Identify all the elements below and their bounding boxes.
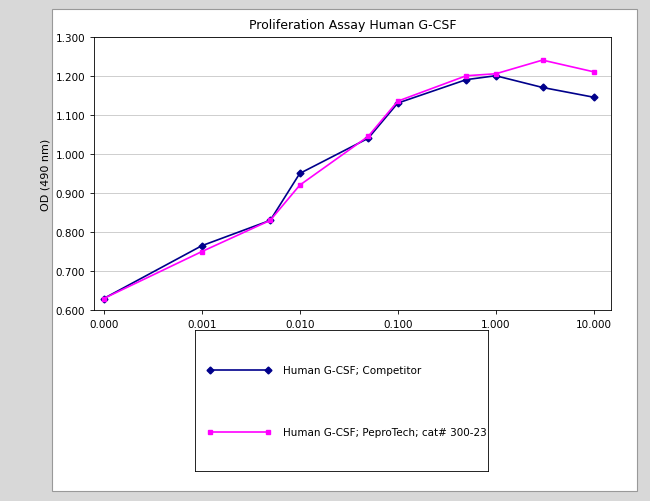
Human G-CSF; Competitor (365, 136, 372, 142)
Human G-CSF; PeproTech; cat# 300-23 (266, 218, 274, 224)
X-axis label: h-G-CSF (ng/ml) [log scale]: h-G-CSF (ng/ml) [log scale] (277, 335, 428, 345)
Human G-CSF; PeproTech; cat# 300-23 (462, 74, 470, 80)
Human G-CSF; PeproTech; cat# 300-23 (394, 99, 402, 105)
Human G-CSF; PeproTech; cat# 300-23 (296, 183, 304, 189)
Human G-CSF; Competitor (539, 85, 547, 91)
Human G-CSF; PeproTech; cat# 300-23 (539, 58, 547, 64)
Title: Proliferation Assay Human G-CSF: Proliferation Assay Human G-CSF (249, 19, 456, 32)
Human G-CSF; Competitor (462, 78, 470, 84)
Human G-CSF; Competitor (198, 243, 205, 249)
Human G-CSF; Competitor (492, 74, 500, 80)
Human G-CSF; PeproTech; cat# 300-23 (365, 134, 372, 140)
Human G-CSF; PeproTech; cat# 300-23 (492, 72, 500, 78)
Human G-CSF; Competitor (266, 218, 274, 224)
Human G-CSF; PeproTech; cat# 300-23 (590, 70, 597, 76)
Human G-CSF; Competitor (590, 95, 597, 101)
Text: Human G-CSF; PeproTech; cat# 300-23: Human G-CSF; PeproTech; cat# 300-23 (283, 427, 486, 437)
Human G-CSF; Competitor (394, 101, 402, 107)
Human G-CSF; Competitor (296, 171, 304, 177)
Y-axis label: OD (490 nm): OD (490 nm) (40, 138, 50, 210)
Line: Human G-CSF; Competitor: Human G-CSF; Competitor (101, 74, 596, 301)
Line: Human G-CSF; PeproTech; cat# 300-23: Human G-CSF; PeproTech; cat# 300-23 (101, 59, 596, 301)
Human G-CSF; Competitor (100, 296, 108, 302)
Human G-CSF; PeproTech; cat# 300-23 (198, 249, 205, 255)
Human G-CSF; PeproTech; cat# 300-23 (100, 296, 108, 302)
Text: Human G-CSF; Competitor: Human G-CSF; Competitor (283, 365, 421, 375)
